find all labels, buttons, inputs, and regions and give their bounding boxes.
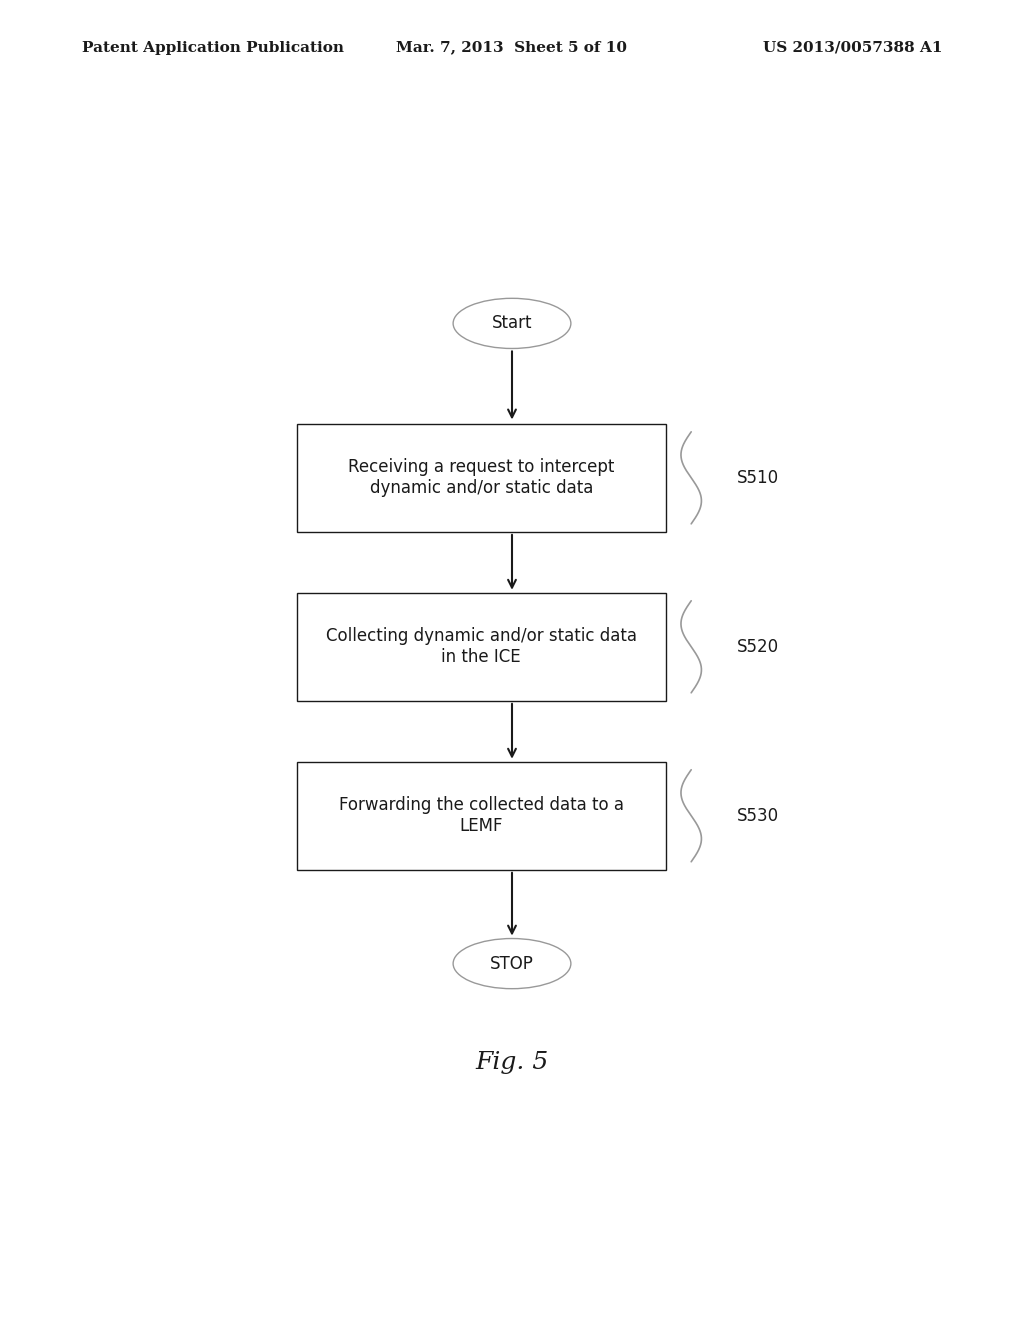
Text: Fig. 5: Fig. 5: [475, 1051, 549, 1074]
FancyBboxPatch shape: [297, 424, 666, 532]
Text: Patent Application Publication: Patent Application Publication: [82, 41, 344, 54]
Text: STOP: STOP: [490, 954, 534, 973]
Text: S520: S520: [737, 638, 779, 656]
Text: US 2013/0057388 A1: US 2013/0057388 A1: [763, 41, 942, 54]
FancyBboxPatch shape: [297, 593, 666, 701]
Ellipse shape: [453, 298, 571, 348]
Text: S510: S510: [737, 469, 779, 487]
Text: Mar. 7, 2013  Sheet 5 of 10: Mar. 7, 2013 Sheet 5 of 10: [396, 41, 628, 54]
Text: S530: S530: [737, 807, 779, 825]
FancyBboxPatch shape: [297, 762, 666, 870]
Text: Start: Start: [492, 314, 532, 333]
Text: Receiving a request to intercept
dynamic and/or static data: Receiving a request to intercept dynamic…: [348, 458, 614, 498]
Ellipse shape: [453, 939, 571, 989]
Text: Forwarding the collected data to a
LEMF: Forwarding the collected data to a LEMF: [339, 796, 624, 836]
Text: Collecting dynamic and/or static data
in the ICE: Collecting dynamic and/or static data in…: [326, 627, 637, 667]
